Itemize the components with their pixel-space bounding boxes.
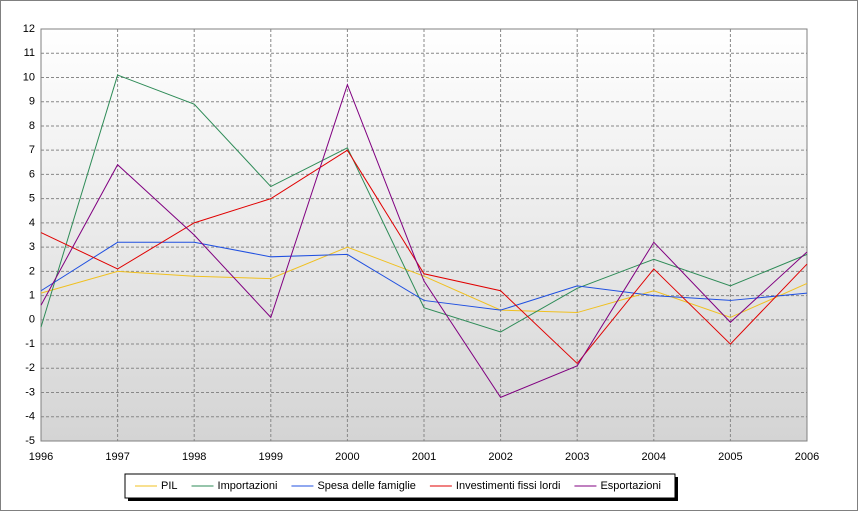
x-tick-label: 2000	[335, 451, 359, 463]
x-tick-label: 1997	[105, 451, 129, 463]
x-tick-label: 2001	[412, 451, 436, 463]
x-tick-label: 1999	[259, 451, 283, 463]
series-line	[40, 246, 808, 318]
legend-label: Investimenti fissi lordi	[456, 480, 561, 492]
y-tick-label: 9	[29, 96, 35, 108]
y-tick-label: 1	[29, 289, 35, 301]
series-line	[40, 74, 808, 333]
y-tick-label: 4	[29, 217, 35, 229]
x-tick-label: 2006	[795, 451, 819, 463]
plot-border	[40, 28, 808, 442]
series-line	[40, 241, 808, 311]
legend-label: Esportazioni	[600, 480, 661, 492]
y-tick-label: -4	[25, 411, 35, 423]
x-tick-label: 2003	[565, 451, 589, 463]
y-tick-label: -2	[25, 362, 35, 374]
y-tick-label: 2	[29, 265, 35, 277]
y-tick-label: 12	[23, 23, 35, 35]
y-tick-label: 6	[29, 168, 35, 180]
series-line	[40, 83, 808, 398]
y-tick-label: 8	[29, 120, 35, 132]
legend-label: PIL	[161, 480, 178, 492]
x-tick-label: 2002	[488, 451, 512, 463]
x-tick-label: 1998	[182, 451, 206, 463]
x-tick-label: 1996	[29, 451, 53, 463]
x-tick-label: 2005	[718, 451, 742, 463]
y-tick-label: 10	[23, 71, 35, 83]
y-tick-label: -5	[25, 435, 35, 447]
series-line	[40, 149, 808, 365]
legend-label: Spesa delle famiglie	[317, 480, 415, 492]
y-tick-label: -3	[25, 386, 35, 398]
y-tick-label: 3	[29, 241, 35, 253]
y-tick-label: 7	[29, 144, 35, 156]
y-tick-label: 5	[29, 193, 35, 205]
legend-label: Importazioni	[218, 480, 278, 492]
y-tick-label: 0	[29, 314, 35, 326]
x-tick-label: 2004	[642, 451, 666, 463]
y-tick-label: -1	[25, 338, 35, 350]
y-tick-label: 11	[24, 47, 35, 59]
